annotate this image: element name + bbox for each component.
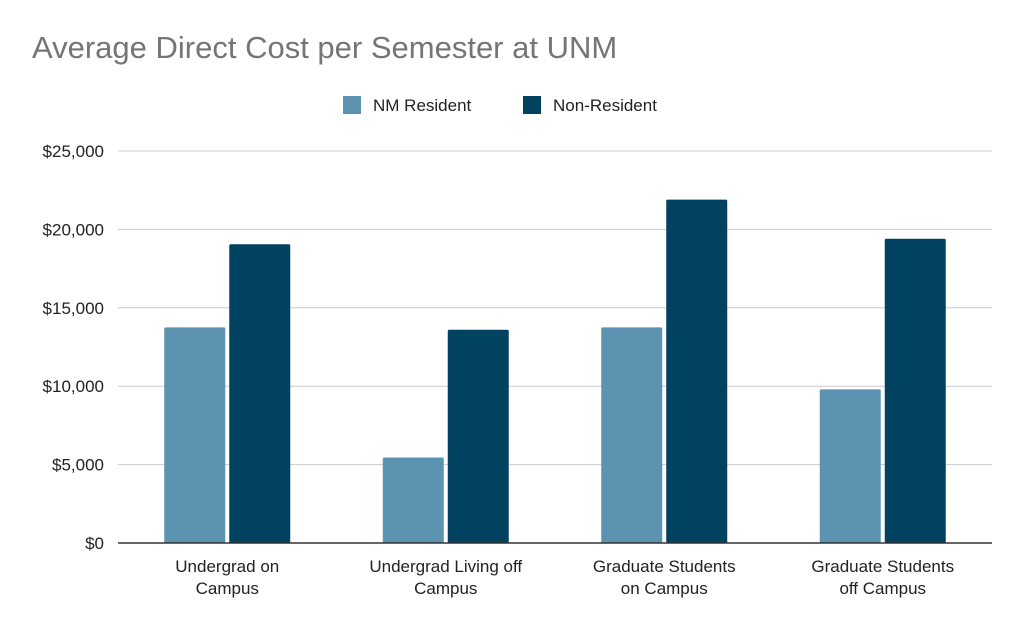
y-tick-label: $20,000 [43, 220, 104, 239]
y-tick-label: $25,000 [43, 142, 104, 161]
legend-label: NM Resident [373, 96, 472, 115]
y-tick-label: $15,000 [43, 299, 104, 318]
legend-label: Non-Resident [553, 96, 657, 115]
x-tick-label: off Campus [839, 579, 926, 598]
legend-swatch [523, 96, 541, 114]
y-tick-label: $10,000 [43, 377, 104, 396]
y-tick-label: $0 [85, 534, 104, 553]
legend-swatch [343, 96, 361, 114]
bar [229, 244, 291, 543]
x-tick-label: Campus [196, 579, 259, 598]
x-tick-label: Graduate Students [811, 557, 954, 576]
x-tick-label: on Campus [621, 579, 708, 598]
bar [601, 327, 663, 543]
bar [164, 327, 226, 543]
x-tick-label: Undergrad on [175, 557, 279, 576]
bar [884, 238, 946, 544]
y-tick-label: $5,000 [52, 456, 104, 475]
x-tick-label: Graduate Students [593, 557, 736, 576]
bar [382, 457, 444, 543]
bar [447, 329, 509, 543]
x-tick-label: Campus [414, 579, 477, 598]
chart-title: Average Direct Cost per Semester at UNM [32, 30, 618, 65]
x-tick-label: Undergrad Living off [369, 557, 522, 576]
bar [819, 389, 881, 543]
bar [666, 199, 728, 543]
